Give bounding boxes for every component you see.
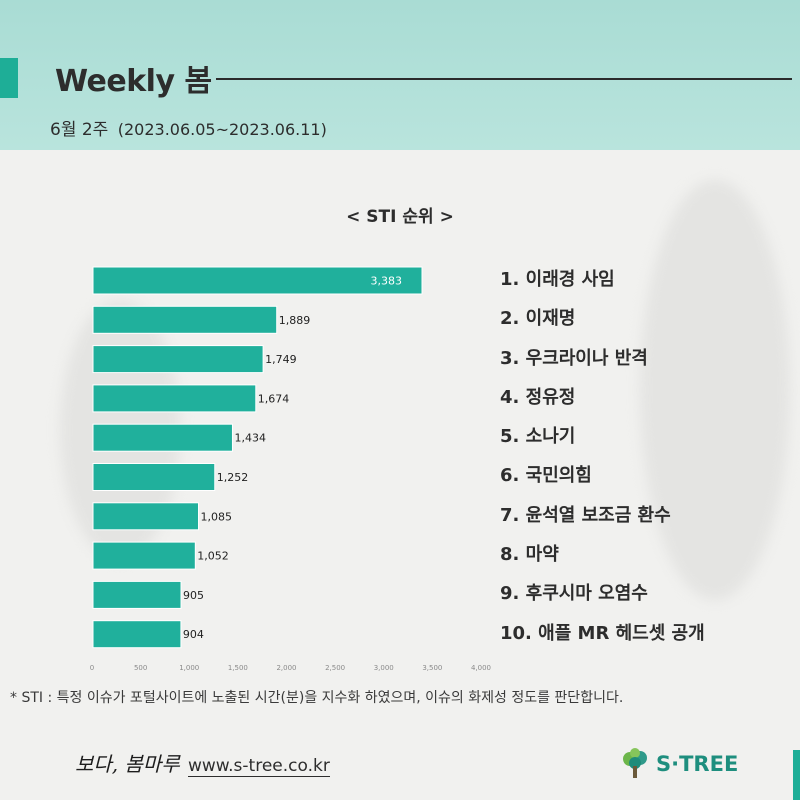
logo-text: S·TREE (656, 752, 739, 776)
ranking-item: 5. 소나기 (500, 426, 576, 448)
bar-value-label: 1,434 (234, 432, 265, 445)
bar (92, 305, 278, 334)
x-tick-label: 0 (90, 664, 94, 672)
ranking-item: 6. 국민의힘 (500, 465, 592, 487)
x-tick-label: 1,000 (179, 664, 199, 672)
ranking-item: 10. 애플 MR 헤드셋 공개 (500, 622, 705, 644)
x-tick-label: 3,000 (374, 664, 394, 672)
bar (92, 580, 182, 609)
page-title: Weekly 봄 (55, 64, 212, 99)
bar (92, 423, 233, 452)
week-line: 6월 2주 (2023.06.05~2023.06.11) (50, 115, 327, 140)
bar (92, 345, 264, 374)
x-tick-label: 2,500 (325, 664, 345, 672)
title-rule (216, 78, 792, 80)
corner-accent-tab (793, 750, 800, 800)
bar (92, 266, 423, 295)
ranking-item: 9. 후쿠시마 오염수 (500, 583, 648, 605)
ranking-item: 7. 윤석열 보조금 환수 (500, 504, 671, 526)
x-tick-label: 3,500 (422, 664, 442, 672)
ranking-list: 1. 이래경 사임 2. 이재명 3. 우크라이나 반격 4. 정유정 5. 소나기 6.… (500, 264, 705, 657)
x-tick-label: 1,500 (228, 664, 248, 672)
bar-value-label: 1,252 (217, 471, 249, 484)
stree-logo: S·TREE (620, 746, 738, 782)
bar (92, 502, 200, 531)
bar-value-label: 1,674 (258, 392, 290, 405)
x-tick-label: 2,000 (276, 664, 296, 672)
header-accent-tab (0, 58, 18, 98)
bar (92, 620, 182, 649)
x-tick-label: 4,000 (471, 664, 491, 672)
website-text[interactable]: www.s-tree.co.kr (188, 756, 330, 777)
date-range: (2023.06.05~2023.06.11) (117, 120, 327, 139)
tree-icon (623, 748, 647, 778)
ranking-item: 2. 이재명 (500, 308, 576, 330)
website-link[interactable]: www.s-tree.co.kr (188, 756, 330, 777)
chart-title: < STI 순위 > (346, 207, 454, 227)
bar-value-label: 1,052 (197, 550, 229, 563)
background-blur (640, 180, 790, 600)
ranking-item: 3. 우크라이나 반격 (500, 347, 648, 369)
signature-logo: 보다, 봄마루 (75, 752, 180, 776)
bar-value-label: 904 (183, 628, 204, 641)
bar-value-label: 905 (183, 589, 204, 602)
ranking-item: 1. 이래경 사임 (500, 269, 615, 290)
ranking-item: 8. 마약 (500, 544, 559, 566)
header-banner (0, 0, 800, 150)
week-label: 6월 2주 (50, 120, 109, 140)
x-tick-label: 500 (134, 664, 147, 672)
bar-value-label: 1,889 (279, 314, 311, 327)
bar-value-label: 1,749 (265, 353, 297, 366)
bar (92, 541, 196, 570)
footnote: * STI : 특정 이슈가 포털사이트에 노출된 시간(분)을 지수화 하였으… (10, 690, 624, 706)
bar-value-label: 3,383 (370, 275, 402, 288)
bar (92, 463, 216, 491)
bar-value-label: 1,085 (201, 510, 233, 523)
bar (92, 384, 257, 413)
ranking-item: 4. 정유정 (500, 386, 576, 408)
